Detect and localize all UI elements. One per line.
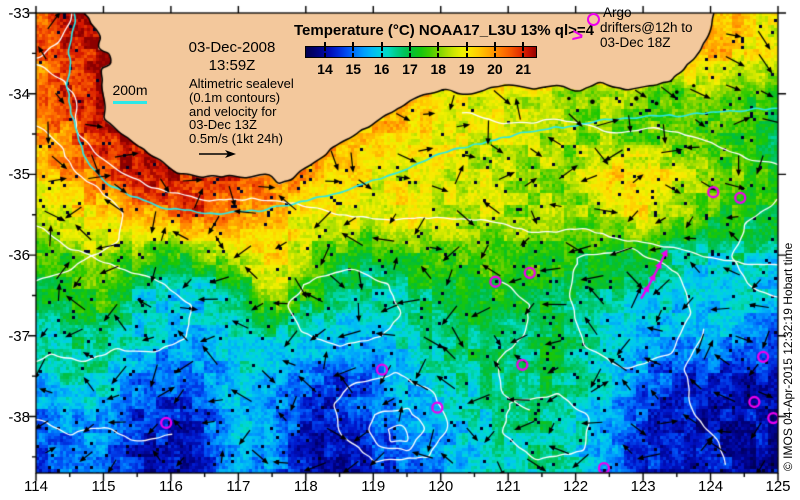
colorbar-title: Temperature (°C) NOAA17_L3U 13% ql>=4 bbox=[294, 22, 594, 39]
colorbar-tick bbox=[352, 53, 355, 57]
drifter-arrow-icon: > bbox=[570, 25, 585, 48]
depth-label-text: 200m bbox=[112, 82, 148, 98]
colorbar-tick-label: 19 bbox=[458, 61, 475, 77]
colorbar-tick-label: 17 bbox=[402, 61, 418, 77]
depth-contour-sample-line bbox=[113, 101, 147, 104]
colorbar-tick bbox=[493, 53, 496, 57]
argo-legend-line: Argo bbox=[603, 5, 632, 20]
x-tick-label: 118 bbox=[293, 478, 318, 495]
colorbar-tick bbox=[323, 42, 326, 51]
colorbar-tick bbox=[522, 42, 525, 51]
x-tick-label: 123 bbox=[630, 478, 656, 495]
x-tick-label: 117 bbox=[226, 478, 251, 495]
altimetric-line: 03-Dec 13Z bbox=[189, 117, 257, 133]
y-tick-label: -37 bbox=[8, 327, 30, 345]
y-tick-label: -34 bbox=[8, 85, 30, 103]
colorbar-tick bbox=[408, 53, 411, 57]
argo-legend-line: 03-Dec 18Z bbox=[600, 35, 671, 50]
x-tick-label: 115 bbox=[91, 478, 116, 495]
colorbar-tick-label: 14 bbox=[317, 61, 333, 77]
colorbar-gradient: 14 15 16 17 18 19 20 21 bbox=[305, 42, 537, 77]
x-tick-label: 124 bbox=[698, 478, 724, 495]
colorbar-tick bbox=[437, 53, 440, 57]
altimetric-line: 0.5m/s (1kt 24h) bbox=[189, 131, 283, 147]
colorbar-tick bbox=[323, 53, 326, 57]
altimetric-note: Altimetric sealevel (0.1m contours) and … bbox=[189, 77, 309, 146]
colorbar-tick bbox=[408, 42, 411, 51]
x-tick-label: 122 bbox=[563, 478, 589, 495]
copyright-vertical-text: © IMOS 04-Apr-2015 12:32:19 Hobart time bbox=[781, 242, 795, 471]
time-text: 13:59Z bbox=[208, 57, 256, 74]
date-text: 03-Dec-2008 bbox=[188, 39, 276, 56]
colorbar-tick bbox=[380, 53, 383, 57]
colorbar-tick-label: 15 bbox=[345, 61, 362, 77]
y-tick-label: -35 bbox=[8, 166, 30, 184]
x-tick-label: 116 bbox=[158, 478, 183, 495]
colorbar-tick bbox=[465, 42, 468, 51]
altimetric-line: and velocity for bbox=[189, 103, 277, 119]
altimetric-line: (0.1m contours) bbox=[189, 89, 281, 105]
argo-legend: > Argo drifters@12h to 03-Dec 18Z bbox=[570, 5, 693, 50]
colorbar-tick-label: 18 bbox=[430, 61, 447, 77]
y-tick-label: -38 bbox=[8, 408, 30, 426]
argo-legend-line: drifters@12h to bbox=[600, 20, 693, 35]
y-tick-label: -36 bbox=[8, 247, 30, 265]
x-tick-label: 121 bbox=[495, 478, 521, 495]
x-tick-label: 125 bbox=[765, 478, 791, 495]
colorbar-tick-label: 21 bbox=[515, 61, 532, 77]
y-tick-label: -33 bbox=[8, 5, 30, 22]
colorbar-tick bbox=[380, 42, 383, 51]
colorbar-tick-label: 16 bbox=[373, 61, 390, 77]
altimetric-line: Altimetric sealevel bbox=[189, 76, 294, 91]
colorbar-tick bbox=[352, 42, 355, 51]
x-tick-label: 120 bbox=[428, 478, 454, 495]
x-tick-label: 114 bbox=[24, 478, 48, 495]
velocity-scale-arrow bbox=[199, 150, 236, 158]
datetime-label: 03-Dec-2008 13:59Z bbox=[176, 39, 288, 75]
depth-contour-label: 200m bbox=[110, 82, 150, 104]
argo-float-icon bbox=[587, 13, 600, 26]
x-tick-label: 119 bbox=[361, 478, 386, 495]
colorbar-tick-label: 20 bbox=[487, 61, 503, 77]
colorbar-tick bbox=[522, 53, 525, 57]
colorbar-tick bbox=[493, 42, 496, 51]
colorbar-tick bbox=[465, 53, 468, 57]
colorbar-tick bbox=[437, 42, 440, 51]
